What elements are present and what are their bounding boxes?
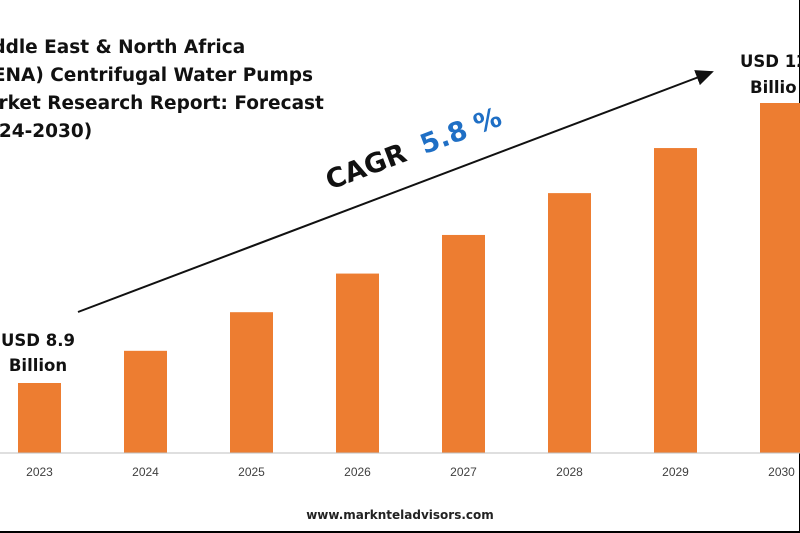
title-line-1: iddle East & North Africa	[0, 37, 246, 58]
start-value-line1: USD 8.9	[1, 331, 75, 350]
end-value-line1: USD 12	[740, 52, 800, 71]
bar-2023	[18, 383, 61, 453]
end-value-line2: Billio	[750, 78, 797, 97]
x-tick-2030: 2030	[768, 465, 795, 479]
start-value-line2: Billion	[9, 356, 67, 375]
x-tick-2025: 2025	[238, 465, 265, 479]
x-tick-2028: 2028	[556, 465, 583, 479]
bar-2024	[124, 350, 167, 453]
x-tick-2029: 2029	[662, 465, 689, 479]
title-line-2: IENA) Centrifugal Water Pumps	[0, 65, 313, 86]
footer-url: www.marknteladvisors.com	[306, 508, 494, 522]
bars-group	[18, 103, 800, 454]
cagr-label: CAGR 5.8 %	[322, 102, 506, 197]
title-line-4: 024-2030)	[0, 121, 93, 142]
title-line-3: arket Research Report: Forecast	[0, 93, 324, 114]
bar-2025	[230, 312, 273, 453]
chart-title: iddle East & North Africa IENA) Centrifu…	[0, 34, 326, 146]
bar-2027	[442, 234, 485, 453]
cagr-prefix: CAGR	[322, 138, 411, 197]
growth-arrow	[77, 70, 714, 313]
x-tick-2026: 2026	[344, 465, 371, 479]
x-tick-2024: 2024	[132, 465, 159, 479]
cagr-value: 5.8 %	[416, 102, 506, 161]
x-tick-labels: 2023 2024 2025 2026 2027 2028 2029 2030	[26, 465, 795, 479]
x-tick-2023: 2023	[26, 465, 53, 479]
bar-2026	[336, 273, 379, 453]
bar-2029	[654, 148, 697, 453]
x-tick-2027: 2027	[450, 465, 477, 479]
bar-2028	[548, 193, 591, 454]
bar-2030	[760, 103, 800, 453]
